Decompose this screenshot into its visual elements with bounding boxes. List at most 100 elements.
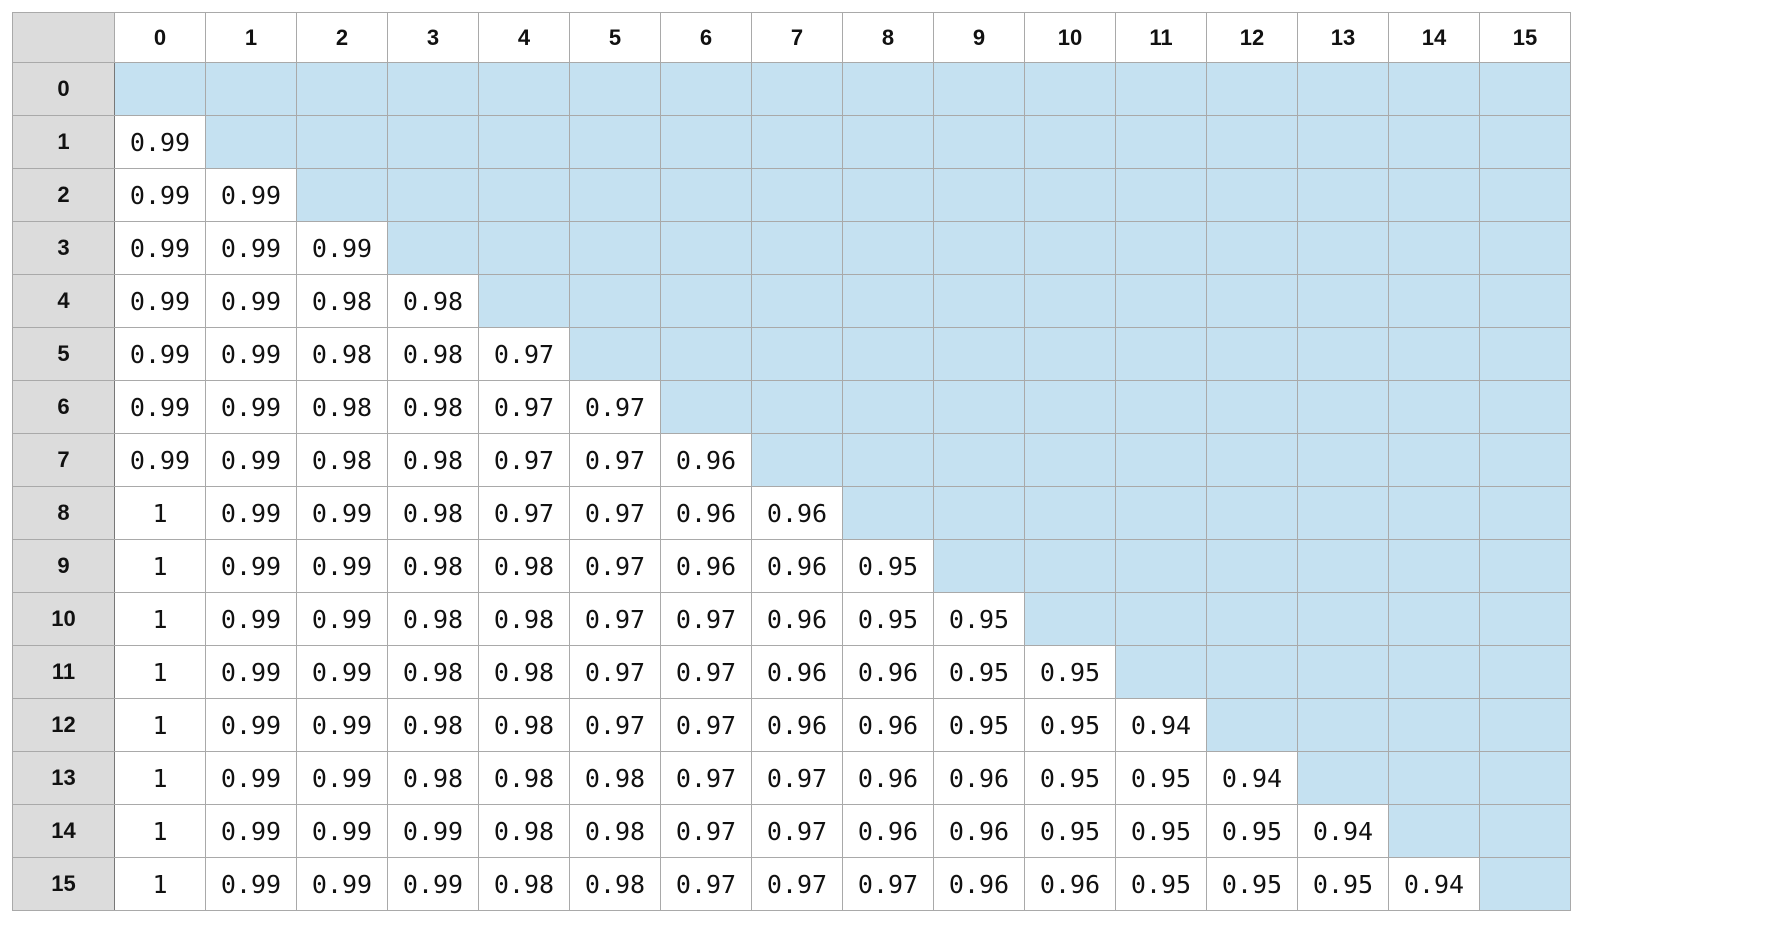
matrix-empty-cell-8-8 bbox=[842, 486, 934, 540]
matrix-cell-7-2: 0.98 bbox=[296, 433, 388, 487]
matrix-cell-10-3: 0.98 bbox=[387, 592, 479, 646]
matrix-cell-14-9: 0.96 bbox=[933, 804, 1025, 858]
matrix-empty-cell-2-3 bbox=[387, 168, 479, 222]
matrix-empty-cell-9-13 bbox=[1297, 539, 1389, 593]
matrix-cell-8-0: 1 bbox=[114, 486, 206, 540]
matrix-empty-cell-0-6 bbox=[660, 62, 752, 116]
matrix-empty-cell-7-14 bbox=[1388, 433, 1480, 487]
matrix-empty-cell-8-13 bbox=[1297, 486, 1389, 540]
matrix-empty-cell-12-13 bbox=[1297, 698, 1389, 752]
matrix-empty-cell-6-6 bbox=[660, 380, 752, 434]
matrix-empty-cell-6-11 bbox=[1115, 380, 1207, 434]
matrix-cell-8-5: 0.97 bbox=[569, 486, 661, 540]
matrix-cell-9-0: 1 bbox=[114, 539, 206, 593]
row-header-11: 11 bbox=[12, 645, 115, 699]
matrix-cell-15-6: 0.97 bbox=[660, 857, 752, 911]
matrix-cell-14-6: 0.97 bbox=[660, 804, 752, 858]
matrix-cell-10-4: 0.98 bbox=[478, 592, 570, 646]
matrix-empty-cell-0-10 bbox=[1024, 62, 1116, 116]
row-header-15: 15 bbox=[12, 857, 115, 911]
table-row: 9 1 0.99 0.99 0.98 0.98 0.97 0.96 0.96 0.95 bbox=[12, 539, 1571, 593]
matrix-empty-cell-10-10 bbox=[1024, 592, 1116, 646]
matrix-cell-7-1: 0.99 bbox=[205, 433, 297, 487]
matrix-empty-cell-8-15 bbox=[1479, 486, 1571, 540]
matrix-cell-14-11: 0.95 bbox=[1115, 804, 1207, 858]
matrix-cell-13-7: 0.97 bbox=[751, 751, 843, 805]
matrix-empty-cell-10-14 bbox=[1388, 592, 1480, 646]
matrix-empty-cell-3-14 bbox=[1388, 221, 1480, 275]
matrix-empty-cell-3-9 bbox=[933, 221, 1025, 275]
matrix-cell-3-2: 0.99 bbox=[296, 221, 388, 275]
matrix-cell-15-8: 0.97 bbox=[842, 857, 934, 911]
matrix-cell-13-9: 0.96 bbox=[933, 751, 1025, 805]
matrix-empty-cell-4-15 bbox=[1479, 274, 1571, 328]
matrix-cell-11-10: 0.95 bbox=[1024, 645, 1116, 699]
matrix-empty-cell-0-3 bbox=[387, 62, 479, 116]
matrix-empty-cell-5-7 bbox=[751, 327, 843, 381]
column-header-row: 0 1 2 3 4 5 6 7 8 9 10 11 12 13 14 15 bbox=[12, 12, 1571, 63]
matrix-cell-12-3: 0.98 bbox=[387, 698, 479, 752]
matrix-cell-13-2: 0.99 bbox=[296, 751, 388, 805]
matrix-empty-cell-3-13 bbox=[1297, 221, 1389, 275]
matrix-cell-13-3: 0.98 bbox=[387, 751, 479, 805]
matrix-cell-13-5: 0.98 bbox=[569, 751, 661, 805]
matrix-empty-cell-1-8 bbox=[842, 115, 934, 169]
matrix-cell-15-9: 0.96 bbox=[933, 857, 1025, 911]
matrix-cell-8-6: 0.96 bbox=[660, 486, 752, 540]
matrix-empty-cell-7-7 bbox=[751, 433, 843, 487]
row-header-3: 3 bbox=[12, 221, 115, 275]
matrix-cell-13-4: 0.98 bbox=[478, 751, 570, 805]
matrix-empty-cell-3-4 bbox=[478, 221, 570, 275]
matrix-cell-5-1: 0.99 bbox=[205, 327, 297, 381]
matrix-cell-13-8: 0.96 bbox=[842, 751, 934, 805]
matrix-empty-cell-4-11 bbox=[1115, 274, 1207, 328]
matrix-cell-13-10: 0.95 bbox=[1024, 751, 1116, 805]
matrix-cell-12-1: 0.99 bbox=[205, 698, 297, 752]
matrix-empty-cell-3-7 bbox=[751, 221, 843, 275]
table-row: 13 1 0.99 0.99 0.98 0.98 0.98 0.97 0.97 0.96 0.96 0… bbox=[12, 751, 1571, 805]
matrix-cell-12-10: 0.95 bbox=[1024, 698, 1116, 752]
matrix-empty-cell-4-14 bbox=[1388, 274, 1480, 328]
matrix-empty-cell-2-7 bbox=[751, 168, 843, 222]
matrix-empty-cell-2-12 bbox=[1206, 168, 1298, 222]
matrix-cell-9-8: 0.95 bbox=[842, 539, 934, 593]
matrix-empty-cell-12-14 bbox=[1388, 698, 1480, 752]
matrix-empty-cell-4-7 bbox=[751, 274, 843, 328]
matrix-cell-6-1: 0.99 bbox=[205, 380, 297, 434]
column-header-9: 9 bbox=[933, 12, 1025, 63]
matrix-empty-cell-6-7 bbox=[751, 380, 843, 434]
matrix-cell-10-1: 0.99 bbox=[205, 592, 297, 646]
column-header-5: 5 bbox=[569, 12, 661, 63]
matrix-empty-cell-7-13 bbox=[1297, 433, 1389, 487]
matrix-empty-cell-2-9 bbox=[933, 168, 1025, 222]
matrix-empty-cell-5-14 bbox=[1388, 327, 1480, 381]
row-header-14: 14 bbox=[12, 804, 115, 858]
matrix-cell-12-4: 0.98 bbox=[478, 698, 570, 752]
matrix-cell-6-4: 0.97 bbox=[478, 380, 570, 434]
table-row: 14 1 0.99 0.99 0.99 0.98 0.98 0.97 0.97 0.96 0.96 0… bbox=[12, 804, 1571, 858]
matrix-cell-13-12: 0.94 bbox=[1206, 751, 1298, 805]
matrix-empty-cell-11-14 bbox=[1388, 645, 1480, 699]
matrix-cell-8-1: 0.99 bbox=[205, 486, 297, 540]
matrix-empty-cell-5-10 bbox=[1024, 327, 1116, 381]
matrix-cell-5-4: 0.97 bbox=[478, 327, 570, 381]
matrix-empty-cell-10-11 bbox=[1115, 592, 1207, 646]
matrix-empty-cell-7-8 bbox=[842, 433, 934, 487]
matrix-empty-cell-7-10 bbox=[1024, 433, 1116, 487]
matrix-cell-14-10: 0.95 bbox=[1024, 804, 1116, 858]
matrix-empty-cell-6-10 bbox=[1024, 380, 1116, 434]
matrix-cell-14-1: 0.99 bbox=[205, 804, 297, 858]
row-header-12: 12 bbox=[12, 698, 115, 752]
matrix-cell-10-5: 0.97 bbox=[569, 592, 661, 646]
matrix-empty-cell-2-14 bbox=[1388, 168, 1480, 222]
table-row: 2 0.99 0.99 bbox=[12, 168, 1571, 222]
matrix-empty-cell-3-8 bbox=[842, 221, 934, 275]
matrix-cell-11-5: 0.97 bbox=[569, 645, 661, 699]
matrix-empty-cell-6-14 bbox=[1388, 380, 1480, 434]
matrix-cell-4-2: 0.98 bbox=[296, 274, 388, 328]
matrix-empty-cell-3-10 bbox=[1024, 221, 1116, 275]
matrix-cell-15-0: 1 bbox=[114, 857, 206, 911]
matrix-cell-14-5: 0.98 bbox=[569, 804, 661, 858]
matrix-empty-cell-14-15 bbox=[1479, 804, 1571, 858]
column-header-15: 15 bbox=[1479, 12, 1571, 63]
